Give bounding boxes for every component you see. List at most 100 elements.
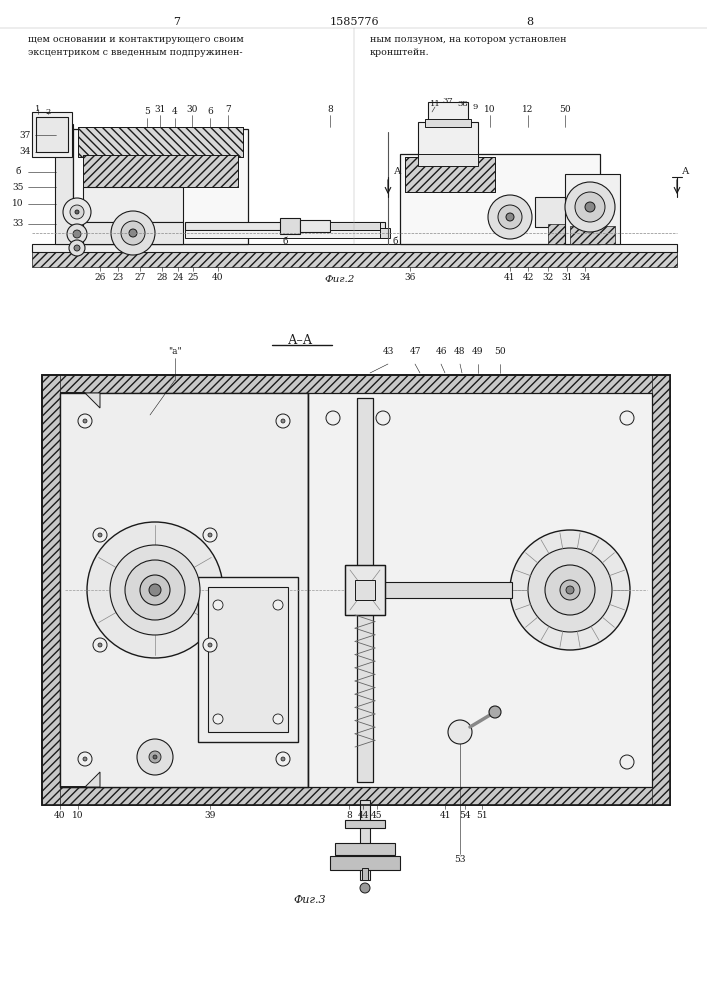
Bar [300,220,330,232]
Circle shape [326,411,340,425]
Text: 10: 10 [484,104,496,113]
Bar [208,587,288,732]
Bar [380,582,512,598]
Bar [32,252,677,267]
Text: 45: 45 [371,810,382,820]
Text: 53: 53 [455,856,466,864]
Text: 34: 34 [19,147,30,156]
Circle shape [153,755,157,759]
Circle shape [63,198,91,226]
Text: 44: 44 [357,810,369,820]
Bar [42,787,670,805]
Bar [652,375,670,805]
Bar [330,222,380,230]
Circle shape [203,528,217,542]
Circle shape [78,752,92,766]
Circle shape [360,883,370,893]
Bar [535,197,570,227]
Text: 35: 35 [12,182,24,192]
Bar [405,157,495,192]
Text: А: А [682,167,689,176]
Circle shape [566,586,574,594]
Circle shape [273,714,283,724]
Circle shape [545,565,595,615]
Circle shape [140,575,170,605]
Text: 41: 41 [504,272,515,282]
Circle shape [620,755,634,769]
Circle shape [510,530,630,650]
Bar [36,117,68,152]
Text: б: б [16,167,21,176]
Bar [42,375,670,393]
Bar [185,230,385,238]
Text: 10: 10 [12,200,24,209]
Circle shape [87,522,223,658]
Bar [73,129,248,244]
Bar [83,155,238,187]
Circle shape [149,751,161,763]
Bar [42,375,60,805]
Bar [360,800,370,880]
Circle shape [83,757,87,761]
Bar [60,393,308,787]
Circle shape [488,195,532,239]
Text: 23: 23 [112,272,124,282]
Bar [32,244,677,252]
Bar [335,843,395,855]
Circle shape [203,638,217,652]
Text: 8: 8 [527,17,534,27]
Text: 48: 48 [455,348,466,357]
Text: Фиг.2: Фиг.2 [325,274,355,284]
Circle shape [110,545,200,635]
Text: 4: 4 [172,107,178,116]
Text: 7: 7 [173,17,180,27]
Text: 26: 26 [94,272,105,282]
Text: 11: 11 [430,100,440,108]
Text: "а": "а" [168,348,182,357]
Circle shape [575,192,605,222]
Circle shape [448,720,472,744]
Bar [345,565,385,615]
Bar [418,122,478,157]
Bar [345,565,385,615]
Circle shape [213,714,223,724]
Circle shape [376,411,390,425]
Circle shape [93,638,107,652]
Circle shape [73,230,81,238]
Circle shape [273,600,283,610]
Bar [345,820,385,828]
Text: 25: 25 [187,272,199,282]
Bar [425,119,471,127]
Text: 38: 38 [457,100,468,108]
Text: 37: 37 [443,97,453,105]
Text: 12: 12 [522,104,534,113]
Circle shape [111,211,155,255]
Bar [60,393,308,787]
Text: 10: 10 [72,810,83,820]
Circle shape [125,560,185,620]
Text: 1585776: 1585776 [329,17,379,27]
Text: 5: 5 [144,107,150,116]
Bar [565,174,620,244]
Text: 32: 32 [542,272,554,282]
Circle shape [98,533,102,537]
Text: 8: 8 [327,104,333,113]
Text: ным ползуном, на котором установлен: ным ползуном, на котором установлен [370,35,566,44]
Bar [42,375,670,805]
Text: 33: 33 [13,220,23,229]
Text: 54: 54 [459,810,471,820]
Text: щем основании и контактирующего своим: щем основании и контактирующего своим [28,35,244,44]
Bar [83,222,183,244]
Bar [405,157,495,192]
Bar [32,112,72,157]
Text: 30: 30 [187,104,198,113]
Bar [198,577,298,742]
Bar [308,393,652,787]
Circle shape [281,419,285,423]
Text: А: А [394,167,402,176]
Bar [357,398,373,782]
Bar [42,375,670,805]
Bar [83,187,183,222]
Circle shape [208,643,212,647]
Text: 28: 28 [156,272,168,282]
